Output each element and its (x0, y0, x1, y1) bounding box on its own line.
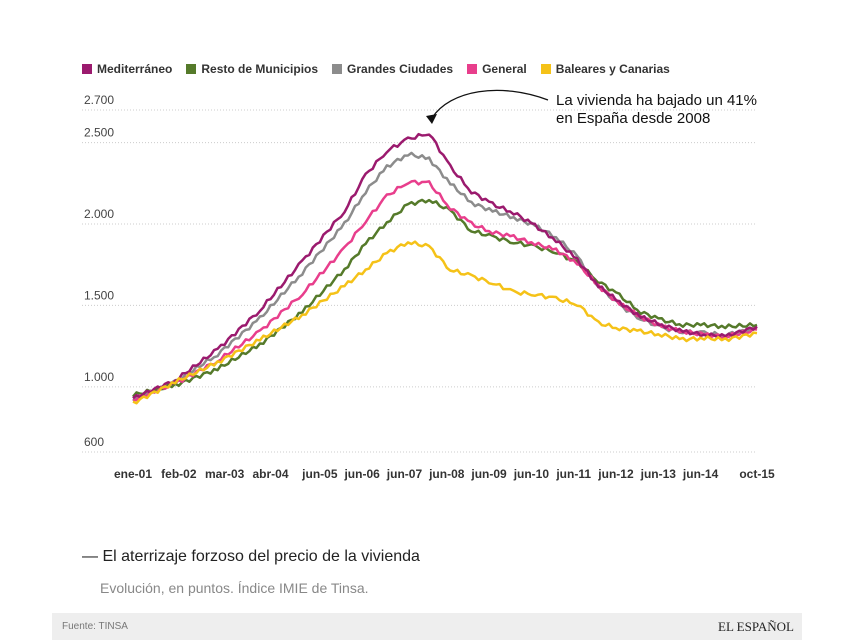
legend-item: General (467, 62, 527, 76)
legend-item: Baleares y Canarias (540, 62, 670, 76)
legend-label: Mediterráneo (97, 62, 173, 76)
x-tick-label: jun-13 (640, 467, 677, 481)
x-tick-label: jun-05 (301, 467, 338, 481)
footer: Fuente: TINSA EL ESPAÑOL (52, 613, 802, 640)
legend-swatch (467, 64, 478, 74)
x-tick-label: jun-06 (343, 467, 380, 481)
x-tick-label: feb-02 (161, 467, 197, 481)
brand-logo: EL ESPAÑOL (718, 619, 794, 634)
y-tick-label: 1.500 (84, 288, 114, 302)
source: Fuente: TINSA (62, 621, 128, 632)
annotation-line: La vivienda ha bajado un 41% (556, 92, 757, 109)
annotation-arrow (431, 89, 549, 119)
x-tick-label: jun-07 (386, 467, 423, 481)
chart-title: — El aterrizaje forzoso del precio de la… (82, 548, 420, 565)
series-line-resto-de-municipios (132, 198, 758, 398)
legend-swatch (540, 64, 551, 74)
x-tick-label: jun-12 (597, 467, 634, 481)
legend-item: Grandes Ciudades (332, 62, 453, 76)
y-tick-label: 2.000 (84, 207, 114, 221)
x-tick-label: ene-01 (114, 467, 152, 481)
x-tick-label: oct-15 (739, 467, 775, 481)
y-tick-label: 2.500 (84, 126, 114, 140)
legend-label: Grandes Ciudades (347, 62, 454, 76)
legend-swatch (82, 64, 92, 74)
legend-label: Resto de Municipios (201, 62, 319, 76)
chart-title-text: El aterrizaje forzoso del precio de la v… (102, 548, 420, 565)
x-tick-label: jun-11 (555, 467, 591, 481)
x-tick-label: mar-03 (205, 467, 245, 481)
legend-swatch (186, 64, 197, 74)
x-tick-label: jun-10 (513, 467, 550, 481)
legend-label: General (482, 62, 527, 76)
annotation: La vivienda ha bajado un 41% en España de… (556, 92, 757, 128)
legend-label: Baleares y Canarias (555, 62, 670, 76)
y-tick-label: 600 (84, 435, 104, 449)
series-line-baleares-y-canarias (132, 240, 758, 405)
arrowhead-icon (426, 114, 437, 124)
x-tick-label: abr-04 (252, 467, 288, 481)
x-tick-label: jun-08 (428, 467, 465, 481)
series-line-mediterr-neo (132, 132, 758, 400)
annotation-line: en España desde 2008 (556, 110, 711, 127)
x-tick-label: jun-09 (470, 467, 507, 481)
plot-area: 2.700 2.500 2.000 1.500 1.000 600 ene-01 feb-02… (82, 89, 775, 481)
legend-item: Resto de Municipios (186, 62, 318, 76)
chart-subtitle: Evolución, en puntos. Índice IMIE de Tin… (100, 580, 369, 596)
legend: Mediterráneo Resto de Municipios Grandes… (82, 62, 670, 76)
y-tick-label: 1.000 (84, 370, 114, 384)
legend-item: Mediterráneo (82, 62, 172, 76)
legend-swatch (332, 64, 343, 74)
x-tick-label: jun-14 (682, 467, 719, 481)
series-line-general (132, 179, 758, 402)
y-tick-label: 2.700 (84, 93, 114, 107)
